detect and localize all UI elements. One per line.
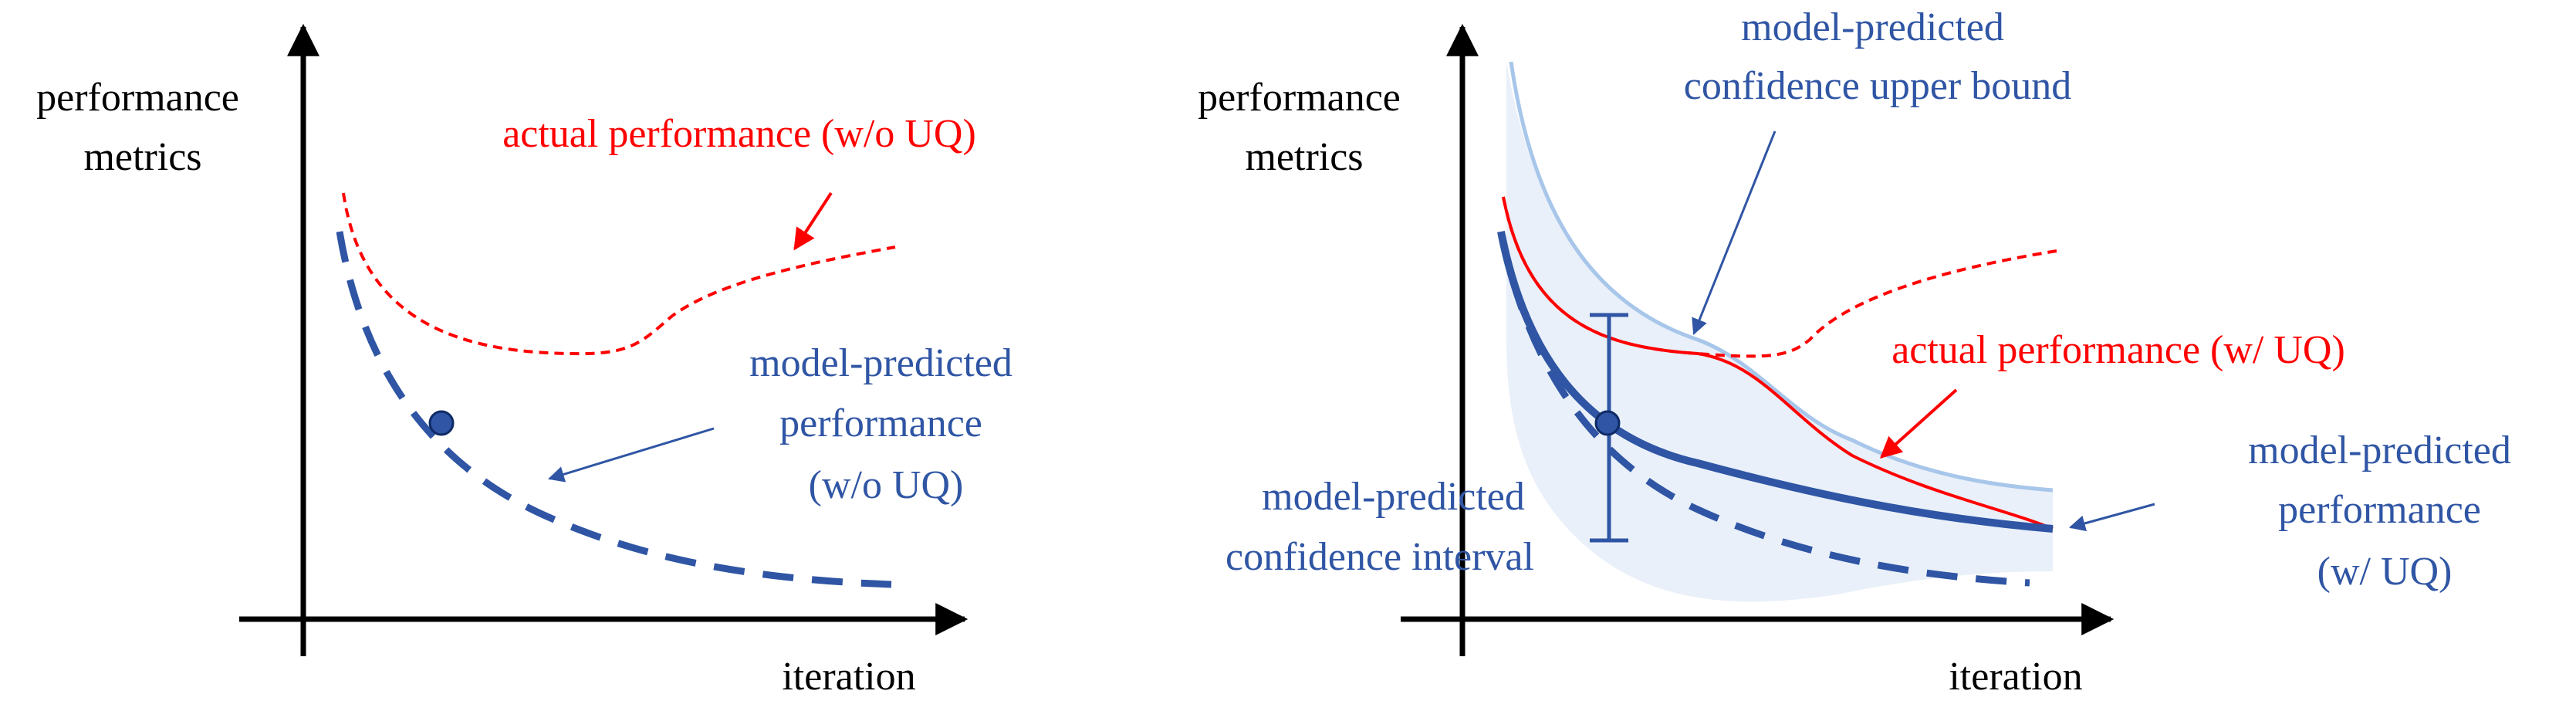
right-panel: performance metrics iteration model-pred…: [1198, 5, 2521, 699]
right-actual-performance-curve: [1502, 196, 2054, 530]
left-predicted-performance-curve: [336, 231, 892, 588]
right-predicted-performance-curve: [1497, 231, 2054, 533]
left-panel: performance metrics iteration actual per…: [36, 23, 1023, 699]
left-predicted-label: model-predicted performance (w/o UQ): [749, 341, 1023, 507]
right-actual-label: actual performance (w/ UQ): [1891, 328, 2345, 372]
left-actual-performance-curve: [342, 192, 896, 356]
left-actual-label: actual performance (w/o UQ): [502, 112, 976, 156]
right-actual-arrow: [1879, 388, 1958, 459]
left-x-axis-label: iteration: [782, 655, 915, 699]
left-current-point-marker: [428, 410, 455, 436]
right-confidence-upper-bound-curve: [1509, 61, 2054, 493]
right-predicted-label: model-predicted performance (w/ UQ): [2248, 428, 2521, 594]
left-actual-arrow: [793, 191, 833, 251]
left-predicted-arrow: [547, 427, 715, 483]
right-predicted-arrow: [2068, 503, 2155, 532]
right-x-axis-label: iteration: [1949, 655, 2082, 699]
right-y-axis-label: performance metrics: [1198, 76, 1411, 179]
left-y-axis-label: performance metrics: [36, 76, 249, 179]
right-current-point-marker: [1594, 410, 1621, 436]
right-upper-bound-arrow: [1692, 130, 1776, 335]
right-interval-label: model-predicted confidence interval: [1225, 475, 1535, 579]
right-upper-bound-label: model-predicted confidence upper bound: [1684, 5, 2071, 108]
